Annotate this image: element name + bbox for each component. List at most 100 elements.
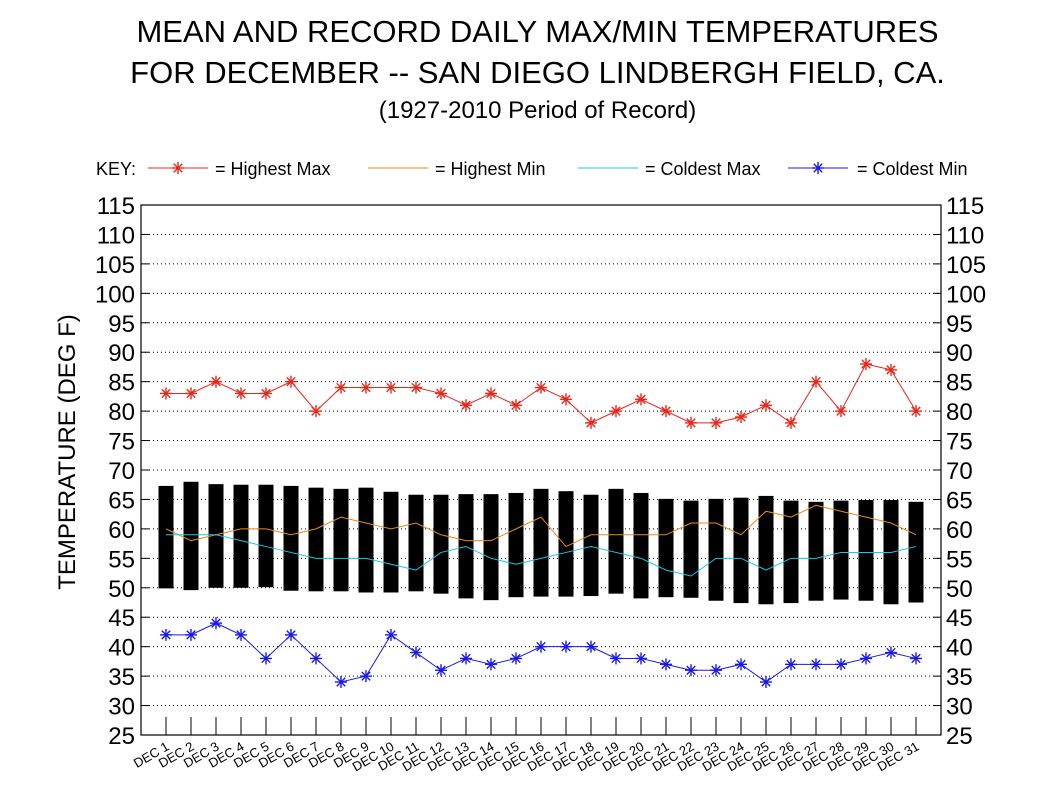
coldest-min-point <box>385 628 397 641</box>
mean-range-bar <box>383 491 399 593</box>
highest-max-point <box>660 405 672 418</box>
coldest-min-point <box>285 628 297 641</box>
highest-max-point <box>910 405 922 418</box>
y-tick-label-left: 40 <box>108 635 135 662</box>
key-marker-4 <box>812 162 824 174</box>
coldest-min-point <box>785 658 797 671</box>
y-tick-label-right: 30 <box>946 694 973 721</box>
y-tick-label-right: 110 <box>946 222 984 249</box>
y-tick-label-left: 85 <box>108 370 135 397</box>
y-tick-label-left: 70 <box>108 458 135 485</box>
highest-max-point <box>410 381 422 394</box>
highest-max-point <box>210 375 222 388</box>
mean-range-bar <box>858 500 874 601</box>
y-tick-label-left: 75 <box>108 429 135 456</box>
highest-max-point <box>735 411 747 423</box>
highest-max-point <box>610 405 622 418</box>
coldest-min-point <box>735 658 747 671</box>
coldest-min-point <box>860 652 872 665</box>
highest-max-point <box>185 387 197 400</box>
highest-max-point <box>485 387 497 400</box>
coldest-min-point <box>585 640 597 653</box>
y-tick-label-right: 70 <box>946 458 973 485</box>
highest-max-point <box>710 416 722 429</box>
y-tick-label-right: 60 <box>946 517 973 544</box>
coldest-min-point <box>185 628 197 641</box>
y-tick-label-right: 100 <box>946 281 986 308</box>
y-tick-label-left: 105 <box>95 252 135 279</box>
y-tick-label-left: 110 <box>97 222 135 249</box>
y-tick-label-left: 50 <box>108 576 135 603</box>
mean-range-bar <box>833 500 849 600</box>
mean-range-bar <box>908 501 924 603</box>
mean-range-bar <box>733 497 749 604</box>
coldest-min-point <box>160 628 172 641</box>
coldest-min-point <box>360 670 372 683</box>
mean-range-bar <box>283 485 299 591</box>
mean-range-bar <box>608 488 624 594</box>
y-tick-label-right: 90 <box>946 340 973 367</box>
y-tick-label-left: 60 <box>108 517 135 544</box>
coldest-min-point <box>235 628 247 641</box>
mean-range-bar <box>708 498 724 601</box>
y-tick-label-right: 40 <box>946 635 973 662</box>
chart-title-line2: FOR DECEMBER -- SAN DIEGO LINDBERGH FIEL… <box>130 55 945 90</box>
mean-range-bar <box>158 485 174 589</box>
coldest-min-point <box>660 658 672 671</box>
y-tick-label-right: 25 <box>946 723 973 750</box>
y-tick-label-left: 55 <box>108 546 135 573</box>
highest-max-point <box>885 363 897 376</box>
coldest-min-point <box>210 617 222 630</box>
chart-subtitle: (1927-2010 Period of Record) <box>378 97 697 124</box>
mean-range-bar <box>808 501 824 601</box>
coldest-min-point <box>260 652 272 665</box>
mean-range-bar <box>433 494 449 594</box>
mean-range-bar <box>208 484 224 588</box>
coldest-min-point <box>310 652 322 665</box>
mean-range-bar <box>358 487 374 593</box>
highest-max-point <box>360 381 372 394</box>
highest-max-point <box>335 381 347 394</box>
mean-range-bar <box>533 488 549 597</box>
coldest-min-point <box>760 676 772 688</box>
mean-range-bar <box>658 498 674 598</box>
y-tick-label-left: 25 <box>108 723 135 750</box>
coldest-min-point <box>635 652 647 665</box>
mean-range-bar <box>308 487 324 592</box>
coldest-min-point <box>710 664 722 677</box>
key-marker-1 <box>172 162 184 174</box>
highest-max-point <box>435 387 447 400</box>
y-tick-label-right: 85 <box>946 370 973 397</box>
coldest-min-point <box>610 652 622 665</box>
y-tick-label-left: 80 <box>108 399 135 426</box>
highest-max-point <box>510 399 522 412</box>
y-tick-label-left: 95 <box>108 311 135 338</box>
y-tick-label-left: 100 <box>95 281 135 308</box>
highest-max-point <box>235 387 247 400</box>
y-tick-label-left: 30 <box>108 694 135 721</box>
y-tick-label-left: 90 <box>108 340 135 367</box>
y-tick-label-right: 75 <box>946 429 973 456</box>
coldest-min-point <box>910 652 922 665</box>
highest-max-point <box>385 381 397 394</box>
key-label-2: = Highest Min <box>435 159 546 179</box>
mean-range-bar <box>258 484 274 588</box>
mean-range-bar <box>683 500 699 598</box>
coldest-min-point <box>835 658 847 671</box>
highest-max-point <box>860 358 872 370</box>
coldest-min-point <box>485 658 497 671</box>
highest-max-point <box>310 405 322 418</box>
key-label-3: = Coldest Max <box>645 159 761 179</box>
highest-max-point <box>835 405 847 418</box>
highest-max-point <box>460 399 472 412</box>
coldest-min-point <box>510 652 522 665</box>
coldest-min-point <box>885 646 897 659</box>
highest-max-point <box>760 399 772 412</box>
coldest-min-point <box>810 658 822 671</box>
key-prefix: KEY: <box>96 159 136 179</box>
y-tick-label-right: 95 <box>946 311 973 338</box>
mean-range-bar <box>233 484 249 588</box>
coldest-min-point <box>460 652 472 665</box>
highest-max-point <box>285 375 297 388</box>
y-tick-label-left: 35 <box>108 664 135 691</box>
